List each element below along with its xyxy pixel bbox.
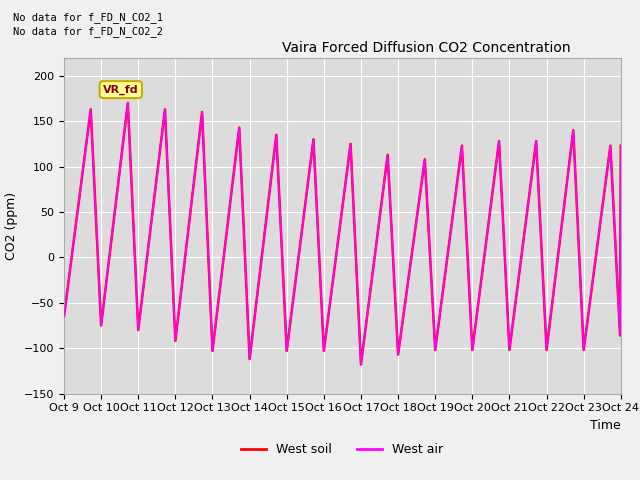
Text: VR_fd: VR_fd	[103, 84, 139, 95]
Text: No data for f_FD_N_CO2_1: No data for f_FD_N_CO2_1	[13, 12, 163, 23]
Title: Vaira Forced Diffusion CO2 Concentration: Vaira Forced Diffusion CO2 Concentration	[282, 41, 570, 55]
X-axis label: Time: Time	[590, 419, 621, 432]
Y-axis label: CO2 (ppm): CO2 (ppm)	[5, 192, 19, 260]
Legend: West soil, West air: West soil, West air	[236, 438, 449, 461]
Text: No data for f_FD_N_CO2_2: No data for f_FD_N_CO2_2	[13, 26, 163, 37]
